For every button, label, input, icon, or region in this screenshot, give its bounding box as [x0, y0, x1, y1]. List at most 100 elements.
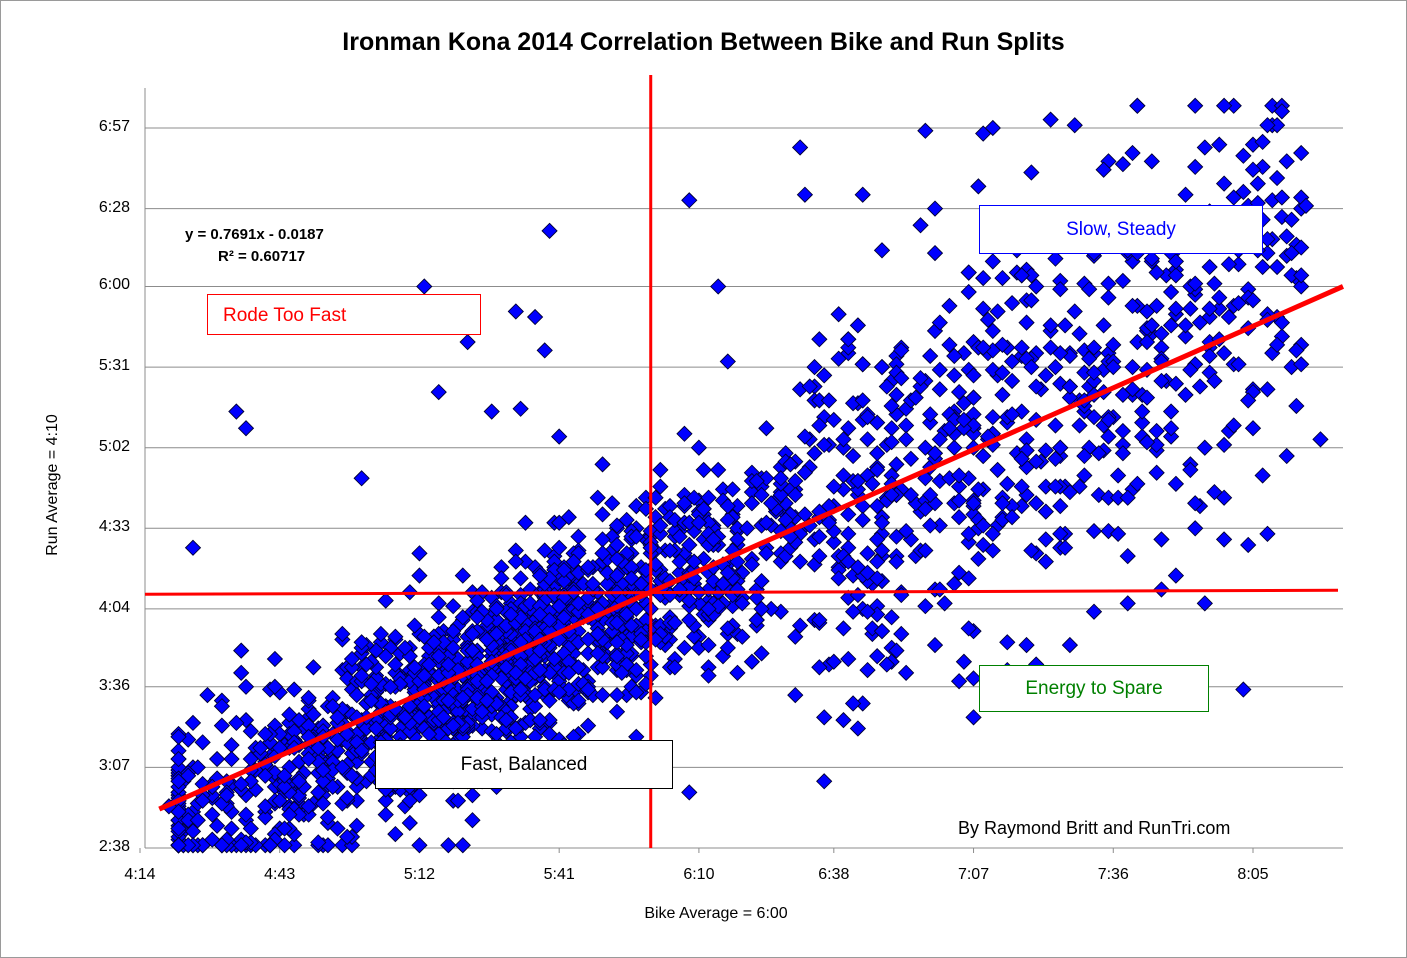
data-point	[1167, 475, 1185, 492]
data-point	[1138, 389, 1156, 406]
data-point	[1134, 414, 1151, 431]
data-point	[840, 525, 857, 543]
data-point	[570, 692, 587, 709]
data-point	[1167, 253, 1185, 270]
data-point	[1215, 531, 1233, 548]
data-point	[454, 837, 471, 854]
data-point	[372, 625, 390, 643]
data-point	[1037, 553, 1054, 570]
data-point	[873, 542, 891, 559]
data-point	[387, 656, 404, 673]
data-point	[445, 598, 462, 615]
data-point	[329, 709, 346, 726]
data-point	[233, 664, 250, 682]
x-tick-label: 8:05	[1237, 866, 1269, 883]
data-point	[343, 767, 361, 784]
data-point	[1225, 417, 1242, 434]
data-point	[796, 428, 814, 445]
data-point	[1187, 275, 1204, 292]
data-point	[975, 447, 992, 465]
data-point	[348, 817, 365, 834]
data-point	[1254, 467, 1271, 484]
data-point	[608, 703, 626, 720]
data-point	[719, 639, 736, 656]
data-point	[965, 495, 982, 512]
data-point	[811, 611, 828, 629]
data-point	[994, 495, 1011, 512]
data-point	[946, 347, 963, 365]
data-point	[382, 678, 399, 695]
data-point	[1003, 509, 1021, 526]
data-point	[1047, 250, 1064, 267]
data-point	[859, 603, 876, 620]
data-point	[893, 342, 910, 359]
data-point	[324, 698, 341, 715]
data-point	[233, 642, 250, 659]
data-point	[777, 511, 794, 529]
data-point	[594, 456, 611, 473]
data-point	[618, 511, 635, 529]
data-point	[690, 439, 708, 456]
data-point	[242, 820, 259, 837]
data-point	[652, 525, 669, 543]
data-point	[975, 125, 992, 142]
data-point	[1196, 139, 1213, 156]
data-point	[1119, 547, 1136, 565]
data-point	[1105, 358, 1122, 376]
data-point	[676, 639, 693, 656]
data-point	[1100, 411, 1117, 429]
data-point	[353, 742, 370, 759]
data-point	[459, 333, 476, 351]
data-point	[859, 545, 876, 562]
data-point	[343, 650, 361, 668]
data-point	[613, 664, 630, 682]
data-point	[541, 692, 558, 709]
data-point	[960, 534, 977, 551]
data-point	[1037, 367, 1054, 384]
data-point	[1037, 442, 1054, 459]
data-point	[1288, 342, 1305, 359]
data-point	[811, 528, 828, 545]
data-point	[873, 623, 891, 640]
data-point	[753, 486, 770, 504]
data-point	[1119, 489, 1136, 506]
data-point	[1177, 386, 1194, 404]
data-point	[430, 383, 447, 401]
data-point	[570, 659, 587, 676]
data-point	[551, 684, 568, 701]
data-point	[719, 497, 736, 515]
data-point	[917, 500, 934, 517]
data-point	[290, 773, 308, 790]
x-tick-label: 5:12	[403, 866, 436, 883]
data-point	[893, 625, 910, 643]
y-tick-label: 5:02	[98, 437, 130, 455]
data-point	[878, 656, 895, 673]
data-point	[854, 186, 871, 203]
data-point	[652, 461, 669, 479]
x-tick-label: 5:41	[543, 866, 575, 883]
data-point	[1061, 636, 1079, 654]
data-point	[1003, 294, 1021, 312]
data-point	[579, 717, 597, 734]
data-point	[734, 595, 751, 612]
data-point	[281, 806, 298, 823]
data-point	[257, 767, 274, 784]
data-point	[218, 787, 235, 804]
data-point	[608, 567, 626, 584]
data-point	[377, 648, 394, 665]
data-point	[445, 717, 462, 734]
data-point	[710, 278, 727, 295]
data-point	[1225, 189, 1242, 206]
data-point	[1076, 467, 1093, 484]
data-point	[401, 814, 418, 832]
data-point	[213, 698, 231, 715]
data-point	[507, 303, 524, 320]
data-point	[1235, 681, 1252, 698]
data-point	[1052, 345, 1069, 362]
data-point	[854, 356, 871, 373]
data-point	[1109, 525, 1127, 543]
data-point	[1273, 103, 1291, 120]
data-point	[806, 358, 823, 376]
data-point	[1187, 97, 1204, 114]
